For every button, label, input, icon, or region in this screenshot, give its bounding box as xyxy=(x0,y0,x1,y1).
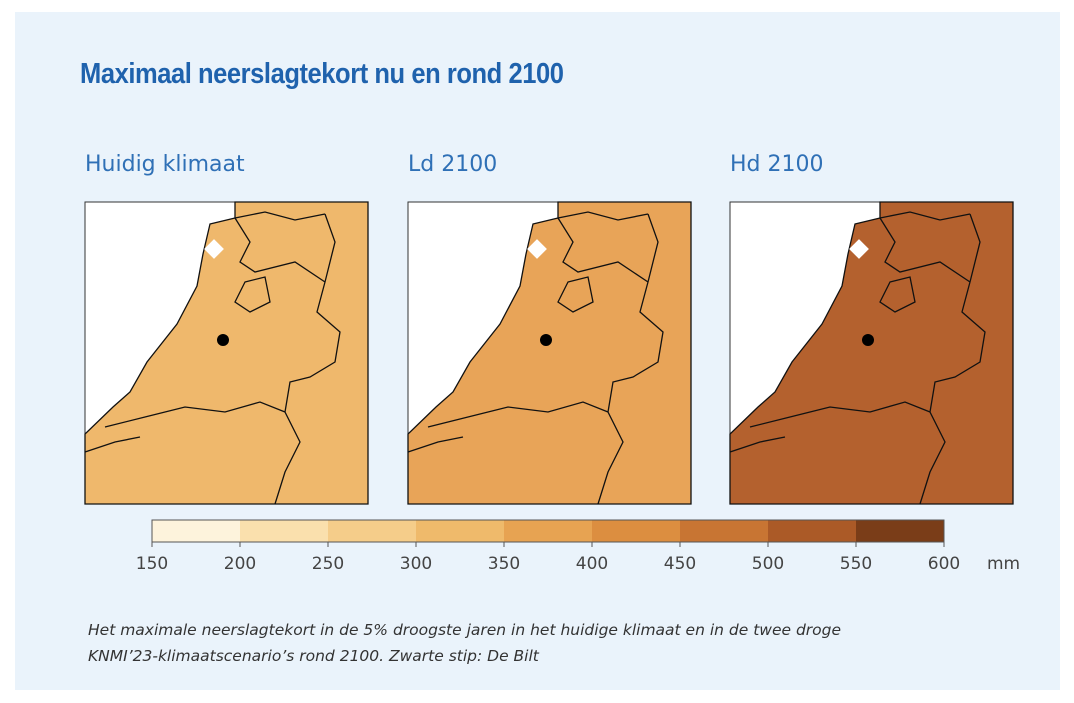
colorbar-tick-label: 200 xyxy=(224,554,256,574)
panel: Maximaal neerslagtekort nu en rond 2100 … xyxy=(15,12,1060,690)
colorbar-tick-label: 600 xyxy=(928,554,960,574)
colorbar-tick-label: 550 xyxy=(840,554,872,574)
colorbar-segment xyxy=(504,520,592,542)
land xyxy=(408,202,691,504)
land xyxy=(730,202,1013,504)
map-title: Huidig klimaat xyxy=(85,152,245,177)
maps xyxy=(84,201,1014,505)
coast xyxy=(407,201,692,505)
colorbar-tick-label: 400 xyxy=(576,554,608,574)
colorbar-segment xyxy=(856,520,944,542)
colorbar-unit: mm xyxy=(987,554,1020,574)
caption: Het maximale neerslagtekort in de 5% dro… xyxy=(88,621,842,639)
map xyxy=(84,201,369,505)
colorbar-tick-label: 150 xyxy=(136,554,168,574)
colorbar-segment xyxy=(416,520,504,542)
colorbar-segment xyxy=(680,520,768,542)
map xyxy=(729,201,1014,505)
caption: KNMI’23-klimaatscenario’s rond 2100. Zwa… xyxy=(88,647,539,665)
colorbar: 150 200 250 300 350 400 450 500 550 600 mm xyxy=(136,519,1020,574)
borders xyxy=(729,211,986,505)
borders xyxy=(84,211,341,505)
colorbar-segment xyxy=(592,520,680,542)
colorbar-tick-label: 300 xyxy=(400,554,432,574)
map-title: Ld 2100 xyxy=(408,152,498,177)
land xyxy=(85,202,368,504)
colorbar-tick-label: 350 xyxy=(488,554,520,574)
coast xyxy=(729,201,1014,505)
colorbar-segment xyxy=(240,520,328,542)
de-bilt xyxy=(862,334,874,346)
borders xyxy=(407,211,664,505)
colorbar-frame xyxy=(151,519,945,543)
colorbar-tick-label: 450 xyxy=(664,554,696,574)
colorbar-tick-label: 250 xyxy=(312,554,344,574)
colorbar-segment xyxy=(768,520,856,542)
colorbar-segment xyxy=(328,520,416,542)
colorbar-tick-label: 500 xyxy=(752,554,784,574)
map xyxy=(407,201,692,505)
de-bilt xyxy=(217,334,229,346)
de-bilt xyxy=(540,334,552,346)
coast xyxy=(84,201,369,505)
title: Maximaal neerslagtekort nu en rond 2100 xyxy=(80,58,564,90)
colorbar-segment xyxy=(152,520,240,542)
map-title: Hd 2100 xyxy=(730,152,824,177)
